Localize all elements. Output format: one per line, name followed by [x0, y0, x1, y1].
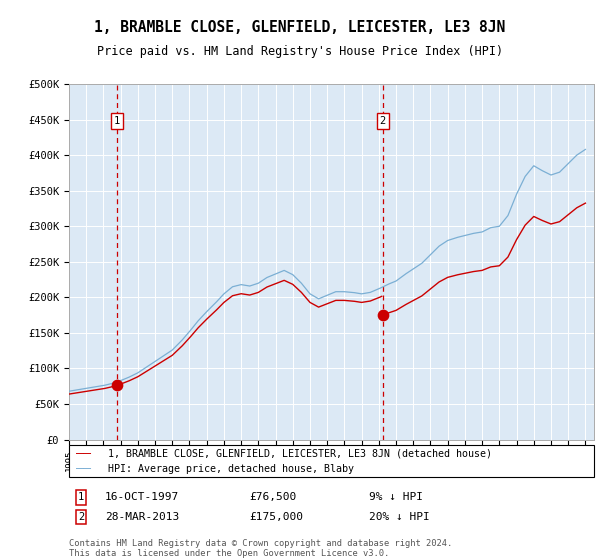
Text: 16-OCT-1997: 16-OCT-1997 — [105, 492, 179, 502]
Text: 2: 2 — [380, 116, 386, 126]
Text: 28-MAR-2013: 28-MAR-2013 — [105, 512, 179, 522]
Text: ——: —— — [76, 462, 91, 475]
Text: 2: 2 — [78, 512, 84, 522]
Point — [112, 381, 122, 390]
Text: 20% ↓ HPI: 20% ↓ HPI — [369, 512, 430, 522]
Text: ——: —— — [76, 447, 91, 460]
Text: 1: 1 — [114, 116, 120, 126]
Point — [378, 311, 388, 320]
Text: 1: 1 — [78, 492, 84, 502]
Text: HPI: Average price, detached house, Blaby: HPI: Average price, detached house, Blab… — [108, 464, 354, 474]
Text: 9% ↓ HPI: 9% ↓ HPI — [369, 492, 423, 502]
Text: 1, BRAMBLE CLOSE, GLENFIELD, LEICESTER, LE3 8JN (detached house): 1, BRAMBLE CLOSE, GLENFIELD, LEICESTER, … — [108, 449, 492, 459]
Text: £175,000: £175,000 — [249, 512, 303, 522]
Text: £76,500: £76,500 — [249, 492, 296, 502]
Text: Contains HM Land Registry data © Crown copyright and database right 2024.
This d: Contains HM Land Registry data © Crown c… — [69, 539, 452, 558]
Text: Price paid vs. HM Land Registry's House Price Index (HPI): Price paid vs. HM Land Registry's House … — [97, 45, 503, 58]
Text: 1, BRAMBLE CLOSE, GLENFIELD, LEICESTER, LE3 8JN: 1, BRAMBLE CLOSE, GLENFIELD, LEICESTER, … — [94, 20, 506, 35]
